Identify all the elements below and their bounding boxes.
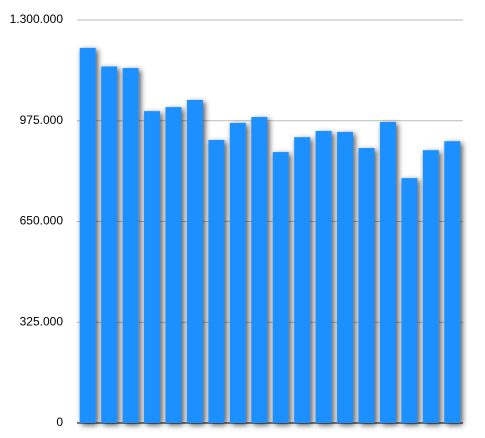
- bar: [422, 150, 439, 423]
- y-tick-label: 975.000: [20, 113, 64, 127]
- bar: [186, 99, 203, 423]
- bar: [144, 111, 161, 423]
- bar: [79, 47, 96, 424]
- bar: [358, 148, 375, 423]
- bar: [251, 117, 268, 423]
- y-tick-label: 325.000: [20, 314, 64, 328]
- bar: [294, 137, 311, 423]
- bar: [337, 131, 354, 423]
- bar: [208, 139, 225, 423]
- y-tick-label: 1.300.000: [10, 12, 64, 26]
- bar: [444, 141, 461, 423]
- bar: [101, 66, 118, 423]
- bar: [315, 130, 332, 424]
- bar: [165, 107, 182, 424]
- bar: [379, 121, 396, 424]
- bar: [272, 152, 289, 423]
- bar: [122, 68, 139, 424]
- bar: [401, 178, 418, 423]
- y-tick-label: 0: [56, 415, 63, 429]
- y-tick-label: 650.000: [20, 214, 64, 228]
- bar: [229, 122, 246, 424]
